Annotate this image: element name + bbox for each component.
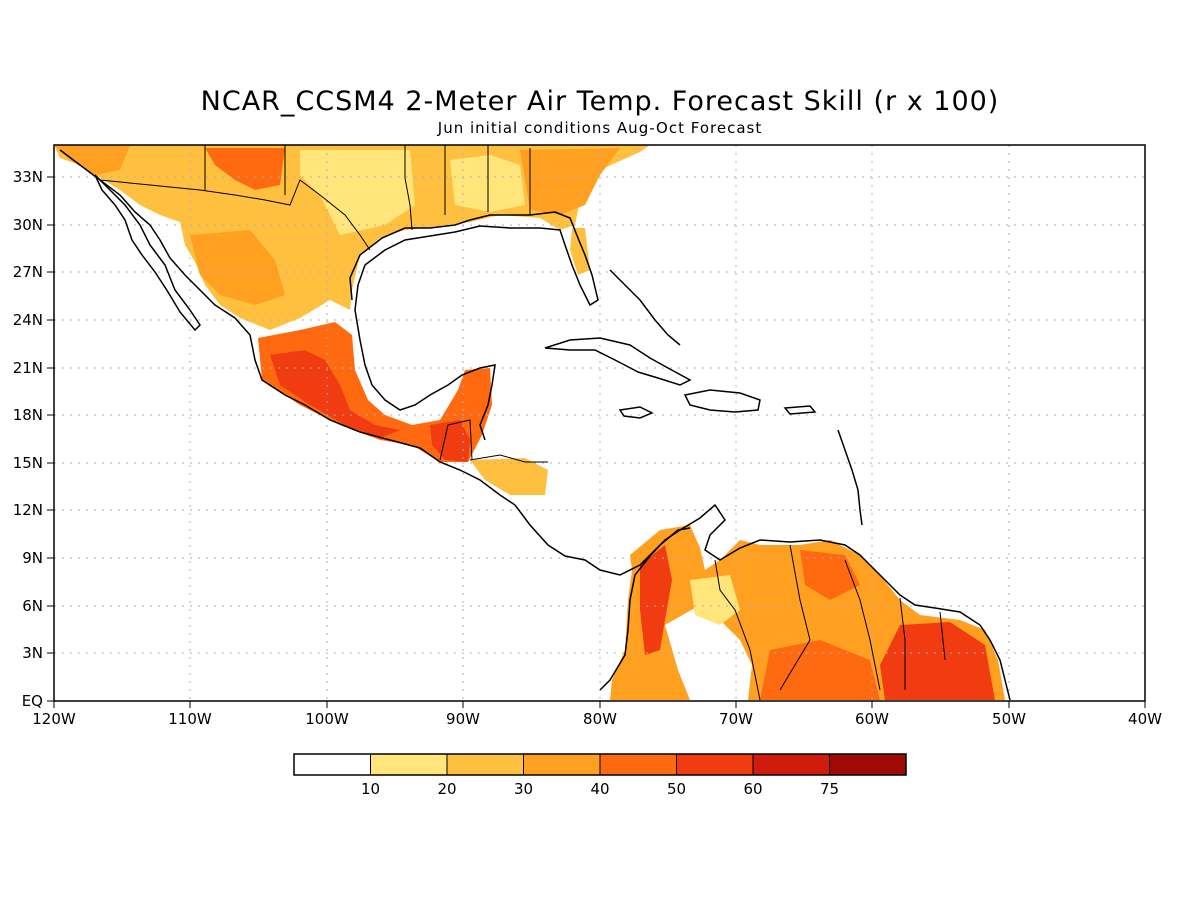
colorbar-label: 50 <box>667 780 686 798</box>
lat-label: 9N <box>22 549 43 567</box>
coast-bahamas <box>609 269 681 346</box>
skill-region-red-guatemala <box>430 420 470 462</box>
map-subtitle: Jun initial conditions Aug-Oct Forecast <box>437 119 763 137</box>
lon-label: 110W <box>168 710 212 728</box>
coastlines <box>59 149 1011 701</box>
colorbar-swatch <box>753 754 830 775</box>
coast-puerto-rico <box>783 405 817 415</box>
skill-region-orange-arizona <box>205 148 285 190</box>
colorbar-swatch <box>447 754 524 775</box>
lat-label: 27N <box>13 263 43 281</box>
skill-region-redorange-amazon <box>760 640 880 700</box>
colorbar-swatch <box>676 754 753 775</box>
coast-south-america <box>599 503 1011 701</box>
lat-axis-labels: 33N 30N 27N 24N 21N 18N 15N 12N 9N 6N 3N… <box>13 168 43 710</box>
skill-region-yellow-colombia <box>690 575 740 625</box>
colorbar-label: 60 <box>743 780 762 798</box>
coast-lesser-antilles <box>837 429 863 526</box>
colorbar-labels: 10 20 30 40 50 60 75 <box>361 780 839 798</box>
lon-label: 70W <box>719 710 753 728</box>
coast-hispaniola <box>683 389 761 413</box>
skill-region-orange-sierra <box>190 230 285 305</box>
lat-label: 30N <box>13 216 43 234</box>
axis-ticks <box>47 176 1146 708</box>
skill-shading <box>54 145 1005 700</box>
lat-label: 15N <box>13 454 43 472</box>
lon-axis-labels: 120W 110W 100W 90W 80W 70W 60W 50W 40W <box>32 710 1162 728</box>
lat-label: 33N <box>13 168 43 186</box>
colorbar-swatch <box>294 754 371 775</box>
lon-label: 90W <box>446 710 480 728</box>
map-gridlines <box>54 145 1145 701</box>
skill-region-red-colombia <box>640 545 672 655</box>
coast-cuba <box>544 337 692 386</box>
lon-label: 100W <box>305 710 349 728</box>
lat-label: 24N <box>13 311 43 329</box>
skill-region-red-guianas <box>880 622 995 700</box>
lon-label: 40W <box>1128 710 1162 728</box>
lat-label: 21N <box>13 359 43 377</box>
colorbar-swatch <box>829 754 906 775</box>
colorbar-swatch <box>523 754 600 775</box>
colorbar-label: 30 <box>514 780 533 798</box>
colorbar-label: 75 <box>820 780 839 798</box>
skill-region-lightyellow-texas <box>300 150 415 235</box>
skill-region-orange-southeast <box>520 148 620 215</box>
coast-gulf-of-mexico <box>349 211 599 441</box>
lon-label: 50W <box>992 710 1026 728</box>
political-borders <box>99 145 946 701</box>
lat-label: 18N <box>13 406 43 424</box>
map-title: NCAR_CCSM4 2-Meter Air Temp. Forecast Sk… <box>200 86 1000 117</box>
lon-label: 80W <box>583 710 617 728</box>
coast-north-america <box>59 149 691 576</box>
skill-region-white-colombia <box>665 605 752 700</box>
lat-label: 12N <box>13 501 43 519</box>
skill-region-red-mexico <box>270 350 400 438</box>
skill-region-florida <box>570 228 590 275</box>
colorbar-swatch <box>370 754 447 775</box>
lat-label: EQ <box>22 692 43 710</box>
colorbar-label: 10 <box>361 780 380 798</box>
skill-region-honduras <box>470 458 548 495</box>
lon-label: 60W <box>855 710 889 728</box>
colorbar: 10 20 30 40 50 60 75 <box>293 753 907 798</box>
coast-jamaica <box>618 406 654 419</box>
coast-baja-california <box>94 174 201 332</box>
colorbar-swatch <box>600 754 677 775</box>
skill-region-orange-venezuela <box>800 550 860 600</box>
lat-label: 3N <box>22 644 43 662</box>
colorbar-swatches <box>294 754 906 775</box>
skill-region-orange-westcoast <box>54 145 130 175</box>
colorbar-label: 20 <box>437 780 456 798</box>
lon-label: 120W <box>32 710 76 728</box>
colorbar-label: 40 <box>590 780 609 798</box>
lat-label: 6N <box>22 597 43 615</box>
colorbar-dividers <box>370 754 830 775</box>
